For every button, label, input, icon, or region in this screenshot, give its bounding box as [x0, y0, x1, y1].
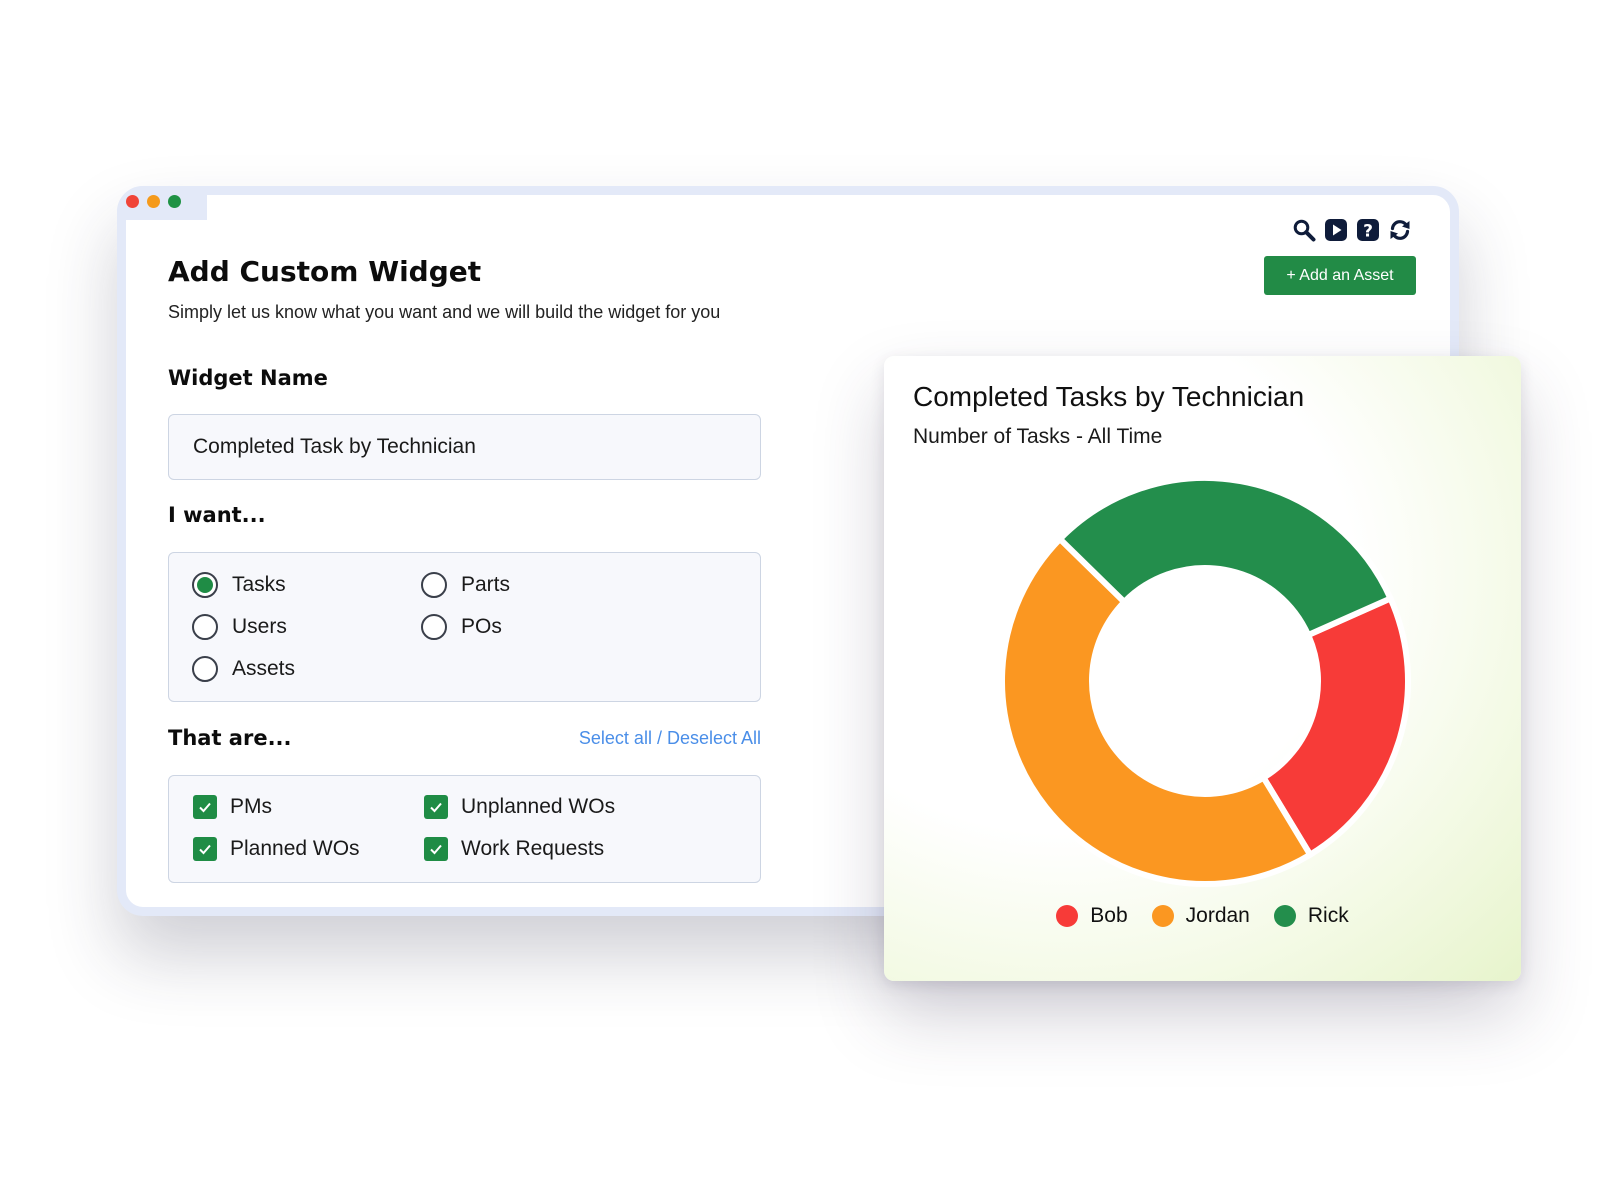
checkbox-label: Unplanned WOs [461, 795, 616, 818]
i-want-label: I want... [168, 503, 266, 527]
that-are-options: PMs Unplanned WOs Planned WOs Work Reque… [168, 775, 761, 883]
checkbox-label: PMs [230, 795, 272, 818]
legend-swatch [1056, 905, 1079, 927]
chart-card: Completed Tasks by Technician Number of … [884, 356, 1521, 981]
donut-chart [999, 475, 1411, 887]
checkbox-option-pms[interactable]: PMs [193, 795, 272, 819]
that-are-label: That are... [168, 726, 292, 750]
help-icon[interactable]: ? [1356, 218, 1380, 242]
chart-subtitle: Number of Tasks - All Time [913, 425, 1163, 448]
checkbox-label: Work Requests [461, 837, 605, 860]
minimize-window-button[interactable] [147, 195, 160, 208]
play-icon[interactable] [1324, 218, 1348, 242]
widget-name-input[interactable] [168, 414, 761, 480]
donut-slice-bob[interactable] [1259, 594, 1411, 859]
checkbox-option-unplanned-wos[interactable]: Unplanned WOs [424, 795, 615, 819]
widget-name-label: Widget Name [168, 366, 328, 390]
radio-label: Assets [232, 657, 296, 680]
svg-text:?: ? [1363, 222, 1373, 242]
page-title: Add Custom Widget [168, 255, 482, 288]
chart-legend: Bob Jordan Rick [884, 904, 1521, 928]
legend-label: Rick [1307, 904, 1349, 927]
radio-label: Parts [461, 573, 511, 596]
checkbox[interactable] [193, 837, 217, 861]
checkbox[interactable] [424, 795, 448, 819]
radio-button[interactable] [192, 614, 218, 640]
radio-button[interactable] [192, 572, 218, 598]
close-window-button[interactable] [126, 195, 139, 208]
maximize-window-button[interactable] [168, 195, 181, 208]
radio-option-assets[interactable]: Assets [192, 656, 295, 682]
radio-option-tasks[interactable]: Tasks [192, 572, 286, 598]
checkbox-option-work-requests[interactable]: Work Requests [424, 837, 604, 861]
checkbox[interactable] [424, 837, 448, 861]
radio-label: Users [232, 615, 287, 638]
legend-label: Bob [1090, 904, 1128, 927]
legend-swatch [1151, 905, 1174, 927]
radio-button[interactable] [421, 572, 447, 598]
radio-option-users[interactable]: Users [192, 614, 287, 640]
donut-slice-rick[interactable] [1055, 475, 1395, 639]
page-subtitle: Simply let us know what you want and we … [168, 302, 721, 322]
donut-slice-jordan[interactable] [999, 534, 1315, 887]
checkmark-icon [199, 802, 211, 813]
legend-item-jordan[interactable]: Jordan [1151, 904, 1250, 928]
search-icon[interactable] [1292, 218, 1316, 242]
radio-button[interactable] [421, 614, 447, 640]
select-all-link[interactable]: Select all / Deselect All [578, 728, 761, 748]
checkmark-icon [199, 844, 211, 855]
add-asset-button[interactable]: + Add an Asset [1264, 256, 1416, 295]
legend-item-bob[interactable]: Bob [1056, 904, 1128, 928]
checkbox-label: Planned WOs [230, 837, 360, 860]
legend-item-rick[interactable]: Rick [1273, 904, 1349, 928]
legend-swatch [1273, 905, 1296, 927]
radio-option-pos[interactable]: POs [421, 614, 502, 640]
radio-label: Tasks [232, 573, 286, 596]
chart-title: Completed Tasks by Technician [913, 381, 1305, 412]
radio-label: POs [461, 615, 502, 638]
legend-label: Jordan [1185, 904, 1250, 927]
radio-option-parts[interactable]: Parts [421, 572, 510, 598]
checkbox[interactable] [193, 795, 217, 819]
checkmark-icon [430, 844, 442, 855]
checkmark-icon [430, 802, 442, 813]
i-want-options: Tasks Parts Users POs Assets [168, 552, 761, 702]
refresh-icon[interactable] [1388, 218, 1412, 242]
checkbox-option-planned-wos[interactable]: Planned WOs [193, 837, 360, 861]
radio-button[interactable] [192, 656, 218, 682]
